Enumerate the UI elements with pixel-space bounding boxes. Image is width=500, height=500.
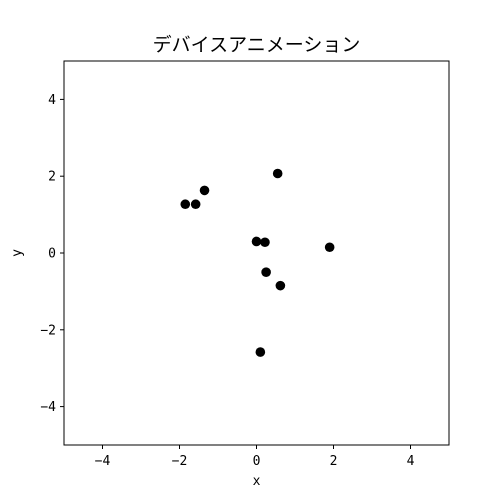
y-tick-label: −4 [40,400,56,415]
data-point [251,236,262,247]
y-axis-label: y [10,249,25,257]
x-tick-label: 4 [407,454,415,469]
data-point [260,237,270,248]
data-point [261,267,271,278]
data-point [199,185,210,196]
y-tick-label: 0 [48,247,56,262]
y-tick-label: 2 [48,170,56,185]
y-tick-label: −2 [40,323,56,338]
data-point [275,280,286,291]
data-point [272,168,283,179]
data-point [190,199,201,210]
x-tick-label: −2 [172,454,188,469]
data-point [324,242,335,253]
data-point [180,199,191,210]
data-point [255,347,266,357]
x-tick-label: −4 [95,454,111,469]
chart-title: デバイスアニメーション [153,34,361,56]
y-tick-label: 4 [48,93,56,108]
x-tick-label: 2 [330,454,338,469]
x-tick-label: 0 [253,454,261,469]
x-axis-label: x [253,474,261,489]
plot-frame [63,60,450,446]
